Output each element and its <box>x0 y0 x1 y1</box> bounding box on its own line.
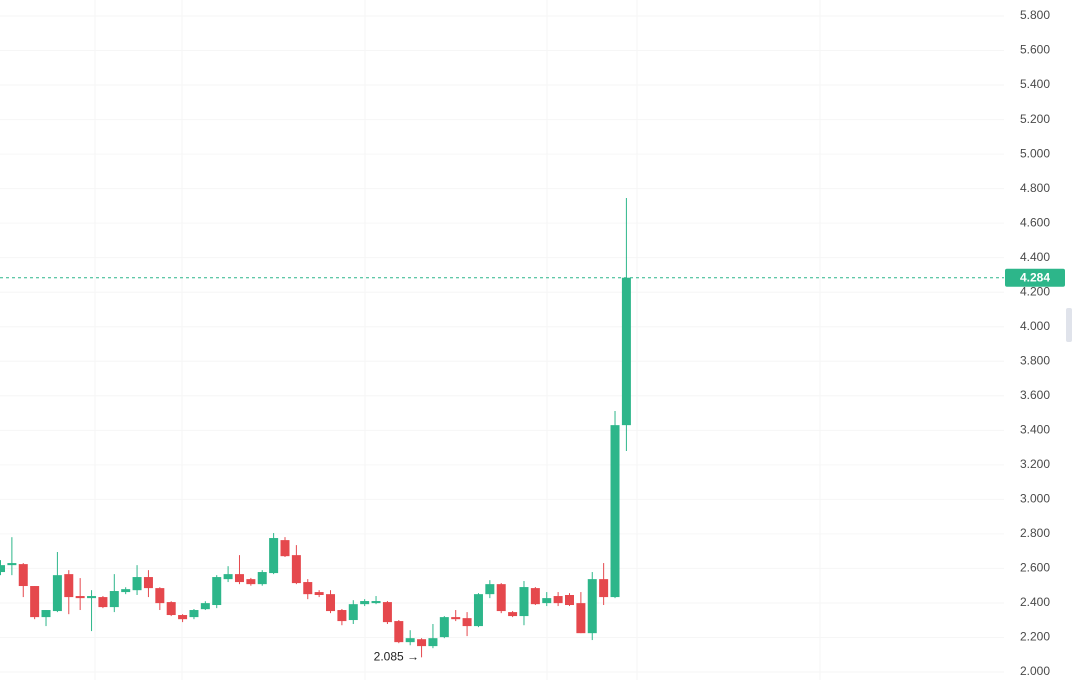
low-annotation: 2.085 → <box>374 649 419 663</box>
candle-body <box>291 555 301 584</box>
candle-body <box>30 586 40 618</box>
y-tick-label: 4.800 <box>1020 181 1050 195</box>
candle-body <box>599 579 609 598</box>
candle-body <box>234 574 244 583</box>
candle-body <box>587 579 597 634</box>
y-tick-label: 5.600 <box>1020 43 1050 57</box>
panel-handle[interactable] <box>1066 308 1072 342</box>
candle-body <box>428 638 438 647</box>
candle-body <box>18 564 28 587</box>
candle-body <box>610 425 620 598</box>
last-price-label: 4.284 <box>1020 270 1050 284</box>
y-tick-label: 2.000 <box>1020 664 1050 678</box>
candle-body <box>542 598 552 604</box>
candle-body <box>439 617 449 638</box>
candle-body <box>337 610 347 622</box>
last-price-box <box>1005 268 1065 287</box>
candle-body <box>0 565 5 573</box>
candle-body <box>530 588 540 605</box>
candle-body <box>462 618 472 627</box>
candle-body <box>87 596 97 599</box>
y-tick-label: 3.400 <box>1020 422 1050 436</box>
candle-body <box>155 588 165 604</box>
candle-body <box>75 596 85 599</box>
candle-body <box>417 639 427 647</box>
y-tick-label: 4.200 <box>1020 284 1050 298</box>
y-tick-label: 5.200 <box>1020 112 1050 126</box>
y-tick-label: 3.200 <box>1020 457 1050 471</box>
y-tick-label: 2.200 <box>1020 630 1050 644</box>
y-tick-label: 5.800 <box>1020 8 1050 22</box>
candle-body <box>576 603 586 634</box>
y-tick-label: 3.600 <box>1020 388 1050 402</box>
candle-body <box>303 582 313 595</box>
y-tick-label: 4.000 <box>1020 319 1050 333</box>
candle-body <box>121 589 131 593</box>
candle-body <box>143 577 153 589</box>
candle-body <box>348 604 358 621</box>
candle-body <box>98 597 108 608</box>
candle-body <box>508 612 518 617</box>
candle-body <box>485 584 495 595</box>
candle-body <box>41 610 51 618</box>
candle-body <box>326 594 336 612</box>
candle-body <box>269 538 279 574</box>
candle-body <box>553 596 563 604</box>
candle-body <box>246 579 256 585</box>
y-tick-label: 4.400 <box>1020 250 1050 264</box>
candle-body <box>280 540 290 557</box>
candle-body <box>64 574 74 598</box>
candle-body <box>621 277 631 426</box>
y-tick-label: 3.000 <box>1020 492 1050 506</box>
candle-body <box>257 572 267 585</box>
vertical-grid <box>94 0 821 680</box>
candle-body <box>451 617 461 620</box>
candle-body <box>109 591 119 608</box>
candle-body <box>7 563 17 566</box>
candle-body <box>360 601 370 605</box>
candle-body <box>371 601 381 604</box>
candle-body <box>496 584 506 612</box>
candle-body <box>52 575 62 612</box>
y-tick-label: 2.400 <box>1020 595 1050 609</box>
y-tick-label: 2.800 <box>1020 526 1050 540</box>
candle-body <box>132 577 142 591</box>
candle-body <box>473 594 483 627</box>
y-tick-label: 2.600 <box>1020 561 1050 575</box>
y-tick-label: 5.000 <box>1020 146 1050 160</box>
candle-body <box>212 577 222 606</box>
y-tick-label: 5.400 <box>1020 77 1050 91</box>
candle-body <box>223 574 233 580</box>
candle-body <box>189 610 199 618</box>
candle-body <box>178 615 188 620</box>
candle-body <box>519 587 529 617</box>
candle-body <box>166 602 176 616</box>
candle-body <box>405 638 415 643</box>
y-tick-label: 4.600 <box>1020 215 1050 229</box>
candle-body <box>382 602 392 623</box>
candle-body <box>200 603 210 610</box>
y-tick-label: 3.800 <box>1020 353 1050 367</box>
candle-body <box>314 592 324 596</box>
candle-body <box>565 595 574 606</box>
candle-body <box>394 621 404 643</box>
